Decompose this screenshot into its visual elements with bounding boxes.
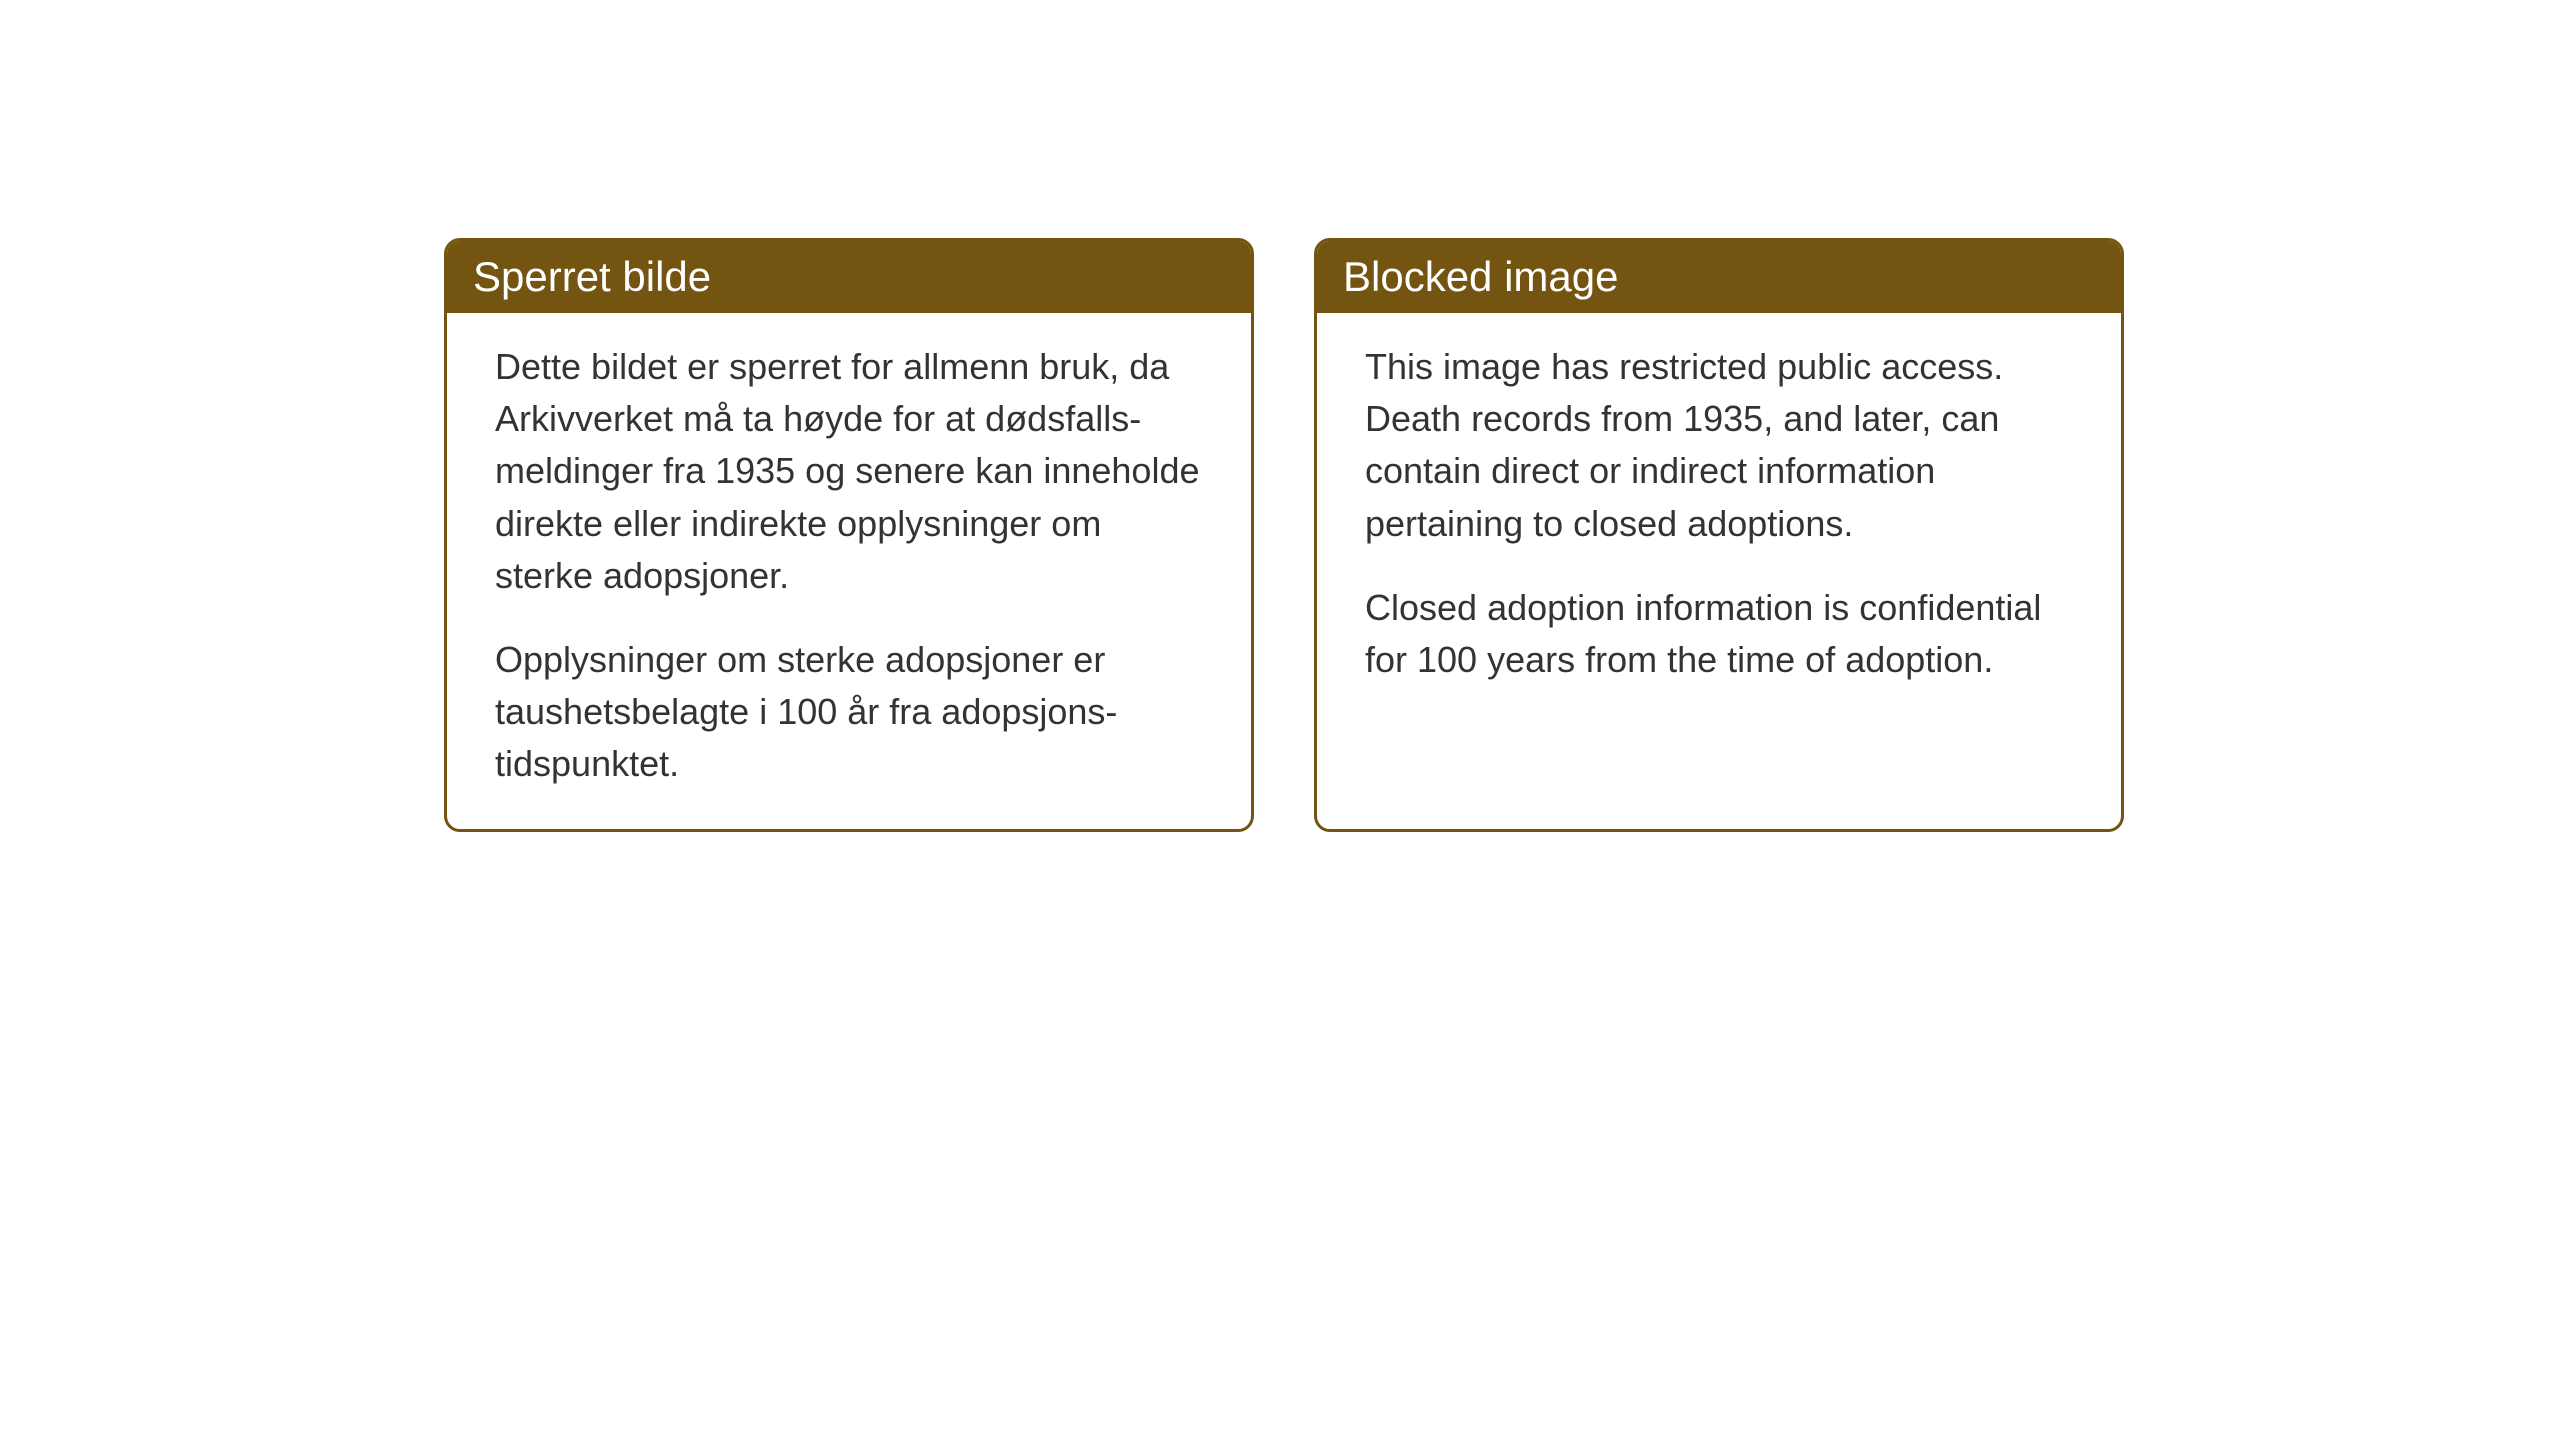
info-card-norwegian: Sperret bilde Dette bildet er sperret fo… xyxy=(444,238,1254,832)
card-header-english: Blocked image xyxy=(1317,241,2121,313)
card-paragraph: Dette bildet er sperret for allmenn bruk… xyxy=(495,341,1203,602)
card-paragraph: Closed adoption information is confident… xyxy=(1365,582,2073,686)
card-header-norwegian: Sperret bilde xyxy=(447,241,1251,313)
card-paragraph: Opplysninger om sterke adopsjoner er tau… xyxy=(495,634,1203,791)
card-body-english: This image has restricted public access.… xyxy=(1317,313,2121,724)
info-card-english: Blocked image This image has restricted … xyxy=(1314,238,2124,832)
card-body-norwegian: Dette bildet er sperret for allmenn bruk… xyxy=(447,313,1251,829)
info-cards-container: Sperret bilde Dette bildet er sperret fo… xyxy=(444,238,2124,832)
card-paragraph: This image has restricted public access.… xyxy=(1365,341,2073,550)
